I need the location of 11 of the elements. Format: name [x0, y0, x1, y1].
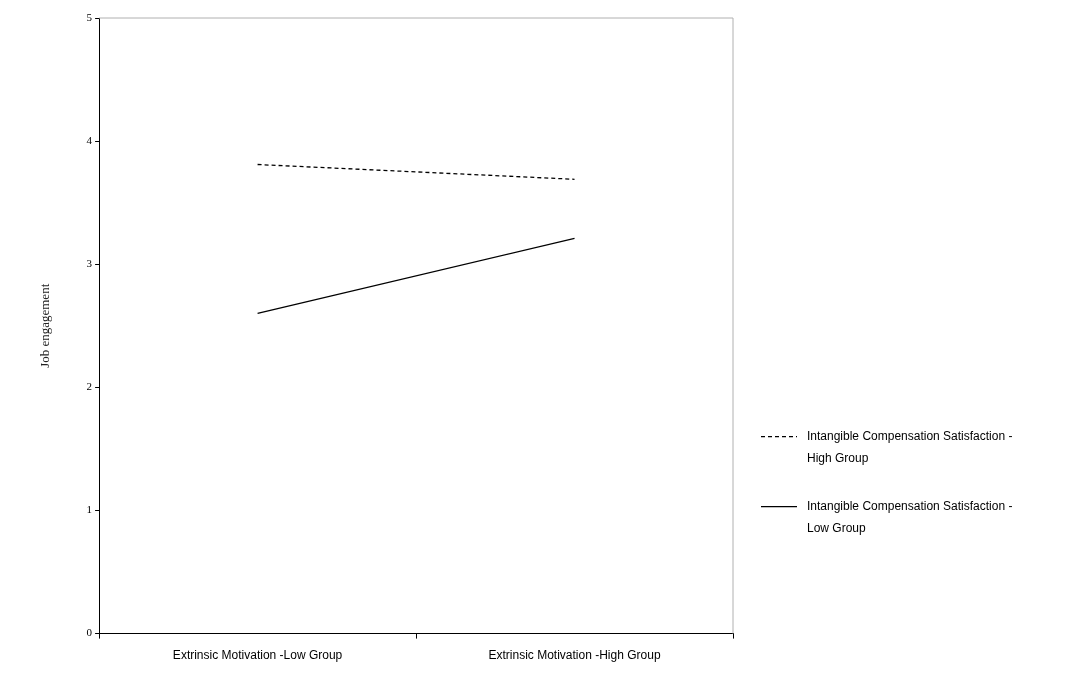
y-axis-title: Job engagement [37, 283, 53, 368]
y-tick-label: 3 [86, 257, 93, 270]
legend-label: Intangible Compensation Satisfaction - High Group [807, 428, 1013, 465]
y-tick-label: 4 [86, 134, 93, 147]
y-tick-label: 2 [86, 380, 93, 393]
y-tick-label: 5 [86, 10, 93, 23]
legend-label: Intangible Compensation Satisfaction - Low Group [807, 498, 1013, 535]
x-tick-label: Extrinsic Motivation -Low Group [172, 648, 343, 663]
y-tick-label: 0 [86, 626, 93, 639]
x-tick-label: Extrinsic Motivation -High Group [488, 648, 661, 663]
y-tick-label: 1 [86, 503, 93, 516]
